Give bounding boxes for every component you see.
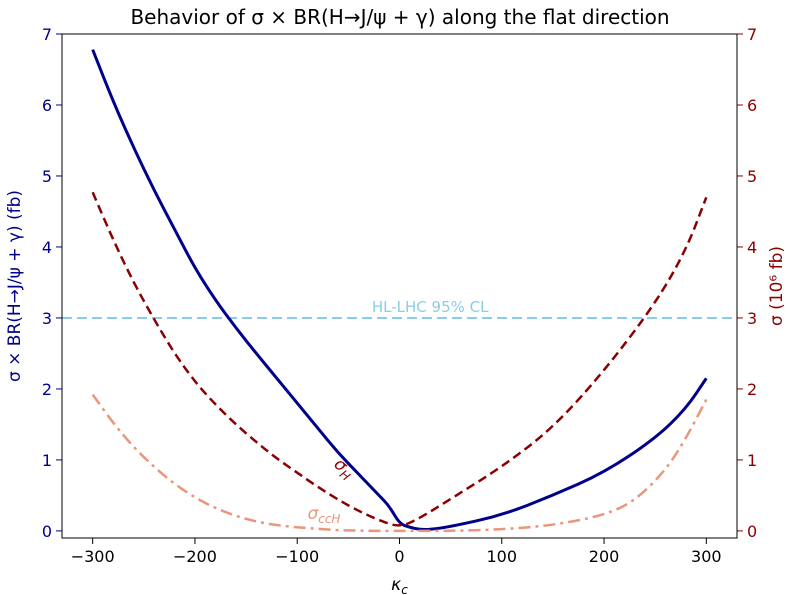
y-right-tick-label: 3: [747, 309, 757, 328]
y-left-tick-label: 4: [42, 238, 52, 257]
y-right-tick-label: 4: [747, 238, 757, 257]
y-right-tick-label: 1: [747, 451, 757, 470]
sigma-cch-label: σccH: [307, 504, 340, 526]
y-axis-right: 0 1 2 3 4 5 6 7: [737, 25, 757, 541]
y-left-tick-label: 3: [42, 309, 52, 328]
y-right-tick-label: 0: [747, 522, 757, 541]
x-axis: −300 −200 −100 0 100 200 300: [71, 538, 722, 566]
x-tick-label: −100: [275, 547, 319, 566]
y-axis-label-right: σ (10⁶ fb): [767, 246, 787, 326]
x-tick-label: 0: [394, 547, 404, 566]
chart-title: Behavior of σ × BR(H→J/ψ + γ) along the …: [130, 5, 669, 29]
y-left-tick-label: 2: [42, 380, 52, 399]
y-axis-left: 0 1 2 3 4 5 6 7: [42, 25, 62, 541]
x-tick-label: −300: [71, 547, 115, 566]
x-axis-label: κc: [391, 575, 408, 595]
y-left-tick-label: 5: [42, 167, 52, 186]
x-tick-label: 200: [589, 547, 620, 566]
x-tick-label: −200: [173, 547, 217, 566]
y-axis-label-left: σ × BR(H→J/ψ + γ) (fb): [5, 190, 25, 382]
plot-frame: [61, 33, 738, 539]
y-right-tick-label: 6: [747, 96, 757, 115]
y-right-tick-label: 5: [747, 167, 757, 186]
series-line-sigma_ccH: [91, 393, 708, 533]
y-left-tick-label: 7: [42, 25, 52, 44]
y-left-tick-label: 6: [42, 96, 52, 115]
series-line-sigma_br: [91, 49, 708, 531]
y-left-tick-label: 0: [42, 522, 52, 541]
x-tick-label: 300: [691, 547, 722, 566]
y-left-tick-label: 1: [42, 451, 52, 470]
y-right-tick-label: 7: [747, 25, 757, 44]
y-right-tick-label: 2: [747, 380, 757, 399]
hl-lhc-cl-label: HL-LHC 95% CL: [372, 298, 489, 316]
series-line-sigma_H: [91, 191, 708, 527]
x-tick-label: 100: [486, 547, 517, 566]
